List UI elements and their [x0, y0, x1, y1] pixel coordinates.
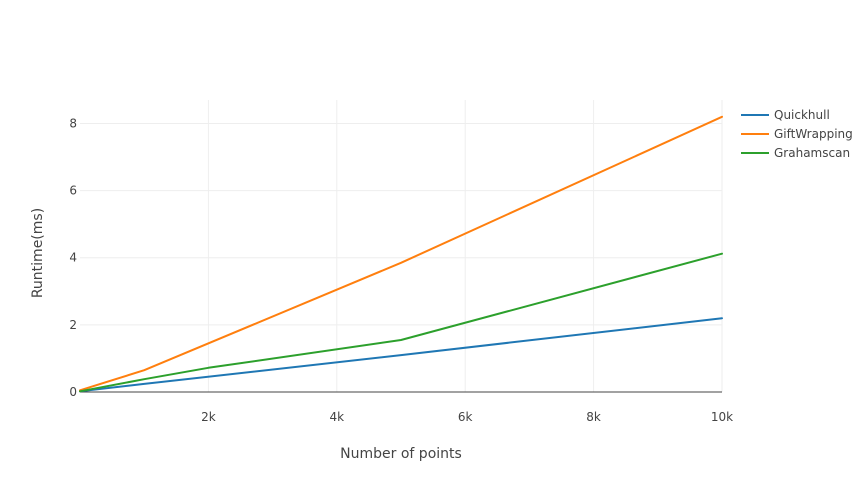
series-line-giftwrapping — [79, 115, 723, 392]
y-tick-label: 2 — [69, 318, 77, 332]
x-tick-label: 10k — [711, 410, 733, 424]
y-tick-label: 0 — [69, 385, 77, 399]
series-line-quickhull — [79, 317, 723, 393]
x-tick-label: 4k — [330, 410, 345, 424]
y-tick-label: 4 — [69, 251, 77, 265]
series-lines — [79, 115, 723, 393]
x-tick-label: 2k — [201, 410, 216, 424]
y-axis-title: Runtime(ms) — [30, 208, 46, 298]
legend-label: Grahamscan — [774, 146, 850, 160]
series-line-grahamscan — [79, 252, 723, 393]
legend-item-grahamscan[interactable]: Grahamscan — [741, 146, 850, 160]
legend-label: GiftWrapping — [774, 127, 853, 141]
y-axis-ticks: 0 2 4 6 8 — [69, 116, 77, 399]
x-tick-label: 6k — [458, 410, 473, 424]
legend-item-giftwrapping[interactable]: GiftWrapping — [741, 127, 853, 141]
x-tick-label: 8k — [586, 410, 601, 424]
legend-label: Quickhull — [774, 108, 830, 122]
x-axis-ticks: 2k 4k 6k 8k 10k — [201, 410, 733, 424]
y-tick-label: 6 — [69, 184, 77, 198]
y-tick-label: 8 — [69, 116, 77, 130]
x-axis-title: Number of points — [340, 446, 462, 462]
legend: Quickhull GiftWrapping Grahamscan — [741, 108, 853, 160]
gridlines — [80, 100, 723, 392]
legend-item-quickhull[interactable]: Quickhull — [741, 108, 830, 122]
